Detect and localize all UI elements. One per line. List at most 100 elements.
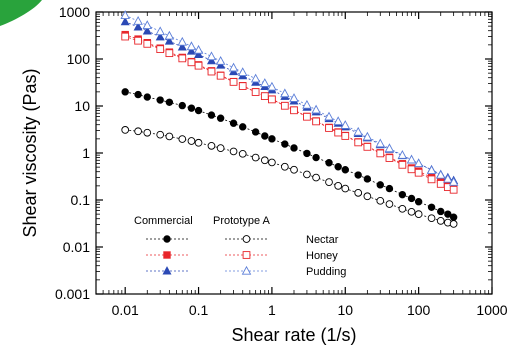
y-tick-label: 100 (67, 51, 91, 67)
y-tick-label: 0.1 (71, 192, 91, 208)
data-point (134, 90, 142, 99)
data-point (155, 26, 165, 36)
data-point (229, 119, 238, 127)
data-point (341, 132, 350, 140)
data-point (250, 73, 261, 83)
data-point (414, 198, 423, 206)
data-point (354, 171, 362, 179)
x-axis: 0.01 0.1 1 10 100 1000 (102, 12, 508, 318)
data-point (268, 95, 276, 104)
x-tick-label: 1000 (476, 302, 507, 318)
data-point (164, 30, 175, 40)
legend-sample-marker (163, 235, 171, 243)
data-point (268, 158, 276, 167)
data-point (215, 56, 226, 65)
data-point (414, 168, 423, 177)
y-tick-label: 0.001 (55, 286, 90, 302)
series-layer (120, 10, 459, 228)
data-point (194, 61, 203, 70)
data-point (413, 158, 424, 168)
data-point (290, 144, 298, 152)
data-point (206, 51, 217, 61)
data-point (260, 156, 269, 165)
corner-decoration (0, 0, 42, 26)
data-point (397, 150, 408, 159)
data-point (193, 44, 204, 54)
data-point (407, 207, 416, 216)
data-point (375, 138, 386, 148)
data-point (178, 101, 186, 110)
data-point (268, 135, 276, 143)
data-point (216, 144, 225, 152)
data-point (229, 78, 238, 86)
data-point (427, 175, 436, 184)
data-point (187, 137, 196, 145)
data-point (194, 138, 203, 147)
data-point (239, 123, 247, 131)
data-point (311, 104, 321, 114)
series-prototype-a-honey (121, 32, 458, 194)
data-point (142, 26, 152, 35)
x-tick-label: 10 (337, 302, 353, 318)
data-point (385, 200, 394, 208)
data-point (290, 106, 298, 115)
data-point (290, 165, 298, 174)
legend-header-prototype-a: Prototype A (213, 215, 271, 227)
data-point (426, 165, 437, 174)
data-point (385, 184, 394, 193)
data-point (407, 194, 416, 203)
data-point (334, 163, 342, 171)
data-point (333, 116, 343, 126)
data-point (406, 154, 417, 164)
data-point (436, 180, 445, 188)
data-point (376, 149, 385, 158)
y-tick-label: 1 (82, 145, 90, 161)
data-point (134, 36, 142, 45)
y-tick-label: 0.01 (63, 239, 90, 255)
data-point (187, 104, 196, 112)
y-tick-label: 10 (74, 98, 90, 114)
series-commercial-nectar (121, 88, 458, 221)
data-point (427, 203, 436, 211)
data-point (398, 204, 407, 213)
x-tick-label: 0.01 (112, 302, 139, 318)
data-point (216, 114, 225, 122)
data-point (312, 153, 320, 162)
data-point (142, 20, 153, 29)
data-point (384, 143, 395, 153)
data-point (414, 210, 423, 218)
legend-sample-marker (162, 266, 172, 275)
data-point (376, 196, 385, 205)
y-tick-label: 1000 (59, 4, 90, 20)
series-prototype-a-nectar (121, 126, 458, 228)
data-point (143, 128, 152, 137)
legend-samples (146, 235, 268, 275)
data-point (121, 88, 129, 96)
data-point (134, 127, 142, 136)
legend-sample-marker (163, 251, 171, 259)
data-point (207, 111, 216, 119)
data-point (363, 175, 372, 183)
data-point (341, 166, 349, 174)
data-point (207, 67, 216, 76)
data-point (302, 99, 312, 109)
data-point (156, 96, 164, 104)
data-point (334, 128, 343, 137)
data-point (363, 143, 372, 151)
data-point (165, 49, 174, 58)
data-point (334, 182, 343, 190)
legend-header-commercial: Commercial (134, 215, 193, 227)
data-point (312, 173, 320, 182)
data-point (216, 71, 225, 80)
legend-row-honey: Honey (306, 250, 338, 262)
data-point (280, 101, 289, 110)
data-point (376, 181, 384, 189)
data-point (120, 16, 130, 26)
data-point (436, 217, 445, 225)
data-point (448, 176, 459, 186)
data-point (398, 160, 407, 169)
x-tick-label: 100 (407, 302, 431, 318)
data-point (449, 185, 458, 194)
data-point (251, 153, 260, 162)
